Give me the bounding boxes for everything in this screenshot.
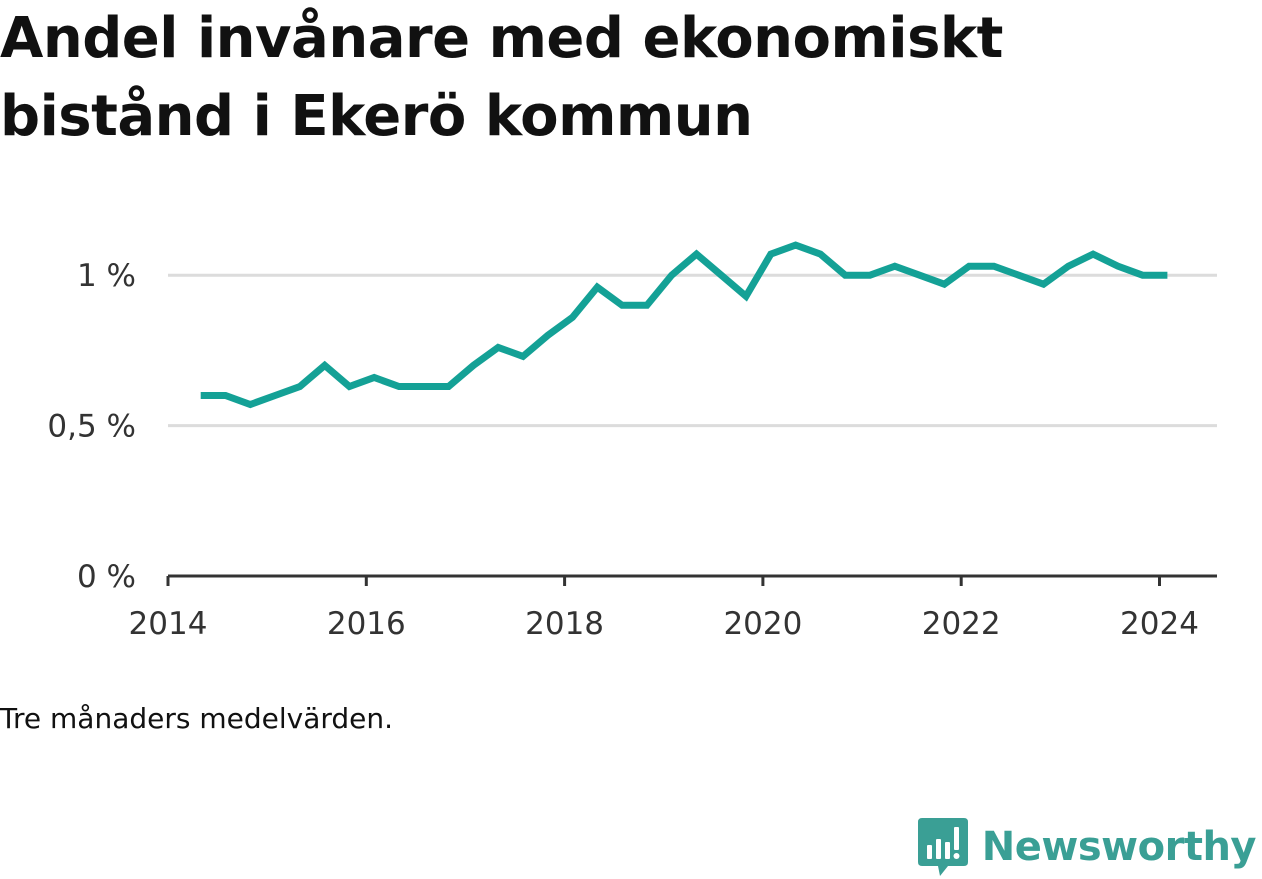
y-tick-label: 1 % <box>77 258 136 294</box>
y-tick-label: 0,5 % <box>47 409 136 445</box>
x-axis: 2014 2016 2018 2020 2022 2024 <box>129 574 1217 642</box>
x-tick-label: 2018 <box>525 606 604 642</box>
x-tick-label: 2024 <box>1120 606 1199 642</box>
series-line <box>200 241 1168 409</box>
bar-chart-speech-bubble-icon <box>917 818 968 876</box>
x-tick-label: 2014 <box>129 606 208 642</box>
series-layer <box>200 241 1168 409</box>
y-axis-labels: 0 % 0,5 % 1 % <box>47 258 136 595</box>
x-tick-label: 2022 <box>922 606 1001 642</box>
line-chart: 0 % 0,5 % 1 % 2014 2016 2018 2020 2022 2024 <box>47 241 1217 642</box>
chart-note: Tre månaders medelvärden. <box>0 702 394 735</box>
grid-lines <box>168 273 1217 428</box>
x-tick-label: 2016 <box>327 606 406 642</box>
y-tick-label: 0 % <box>77 559 136 595</box>
chart-title: Andel invånare med ekonomiskt bistånd i … <box>0 6 1003 149</box>
x-tick-label: 2020 <box>723 606 802 642</box>
brand-logo: Newsworthy <box>917 818 1257 876</box>
brand-name: Newsworthy <box>981 824 1257 870</box>
